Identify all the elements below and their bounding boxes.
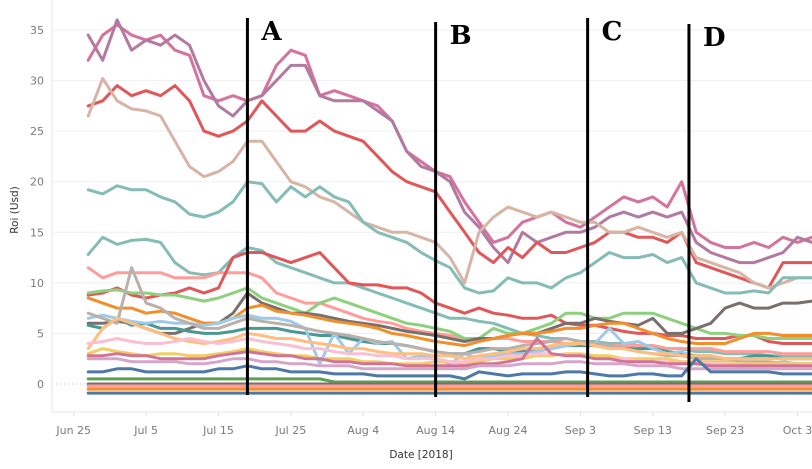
y-tick-label: 10 <box>30 277 44 290</box>
x-tick-label: Jun 25 <box>55 424 91 437</box>
series-pink-line <box>86 23 812 249</box>
x-tick-label: Jul 15 <box>202 424 234 437</box>
x-tick-label: Oct 3 <box>783 424 812 437</box>
series-teal-hi-line <box>86 180 812 295</box>
series-gray-spike-line <box>86 266 812 366</box>
series-blue-line <box>86 357 812 381</box>
y-tick-labels: 0 5 10 15 20 25 30 35 <box>30 24 44 391</box>
y-tick-label: 25 <box>30 125 44 138</box>
series-teal-2-line <box>86 235 812 358</box>
y-axis-title: Roi (Usd) <box>9 186 21 234</box>
x-tick-label: Sep 23 <box>706 424 744 437</box>
y-tick-label: 20 <box>30 176 44 189</box>
annotation-markers: A B C D <box>245 17 726 402</box>
x-tick-label: Aug 4 <box>347 424 379 437</box>
series-lines <box>86 18 812 395</box>
series-lavender-line <box>86 357 812 371</box>
marker-label-c: C <box>602 17 623 47</box>
marker-label-d: D <box>703 23 726 53</box>
y-tick-label: 35 <box>30 24 44 37</box>
marker-label-b: B <box>450 21 472 51</box>
series-red-mid-line <box>86 251 812 345</box>
y-tick-label: 30 <box>30 75 44 88</box>
x-tick-label: Sep 13 <box>634 424 672 437</box>
x-tick-label: Jul 5 <box>133 424 158 437</box>
y-tick-label: 15 <box>30 226 44 239</box>
series-green-dark-line <box>86 377 812 384</box>
series-tan-line <box>86 77 812 290</box>
series-purple-line <box>86 18 812 265</box>
y-tick-label: 5 <box>37 327 44 340</box>
series-green-line <box>86 286 812 340</box>
y-tick-label: 0 <box>37 378 44 391</box>
series-salmon-line <box>86 266 812 356</box>
x-tick-label: Sep 3 <box>565 424 596 437</box>
x-axis-title: Date [2018] <box>389 449 452 461</box>
x-tick-label: Aug 14 <box>416 424 455 437</box>
x-tick-label: Jul 25 <box>274 424 306 437</box>
x-tick-labels: Jun 25 Jul 5 Jul 15 Jul 25 Aug 4 Aug 14 Aug 24… <box>55 412 812 437</box>
gridlines <box>52 29 812 385</box>
x-tick-label: Aug 24 <box>489 424 528 437</box>
series-red-line <box>86 84 812 290</box>
marker-label-a: A <box>260 17 282 47</box>
